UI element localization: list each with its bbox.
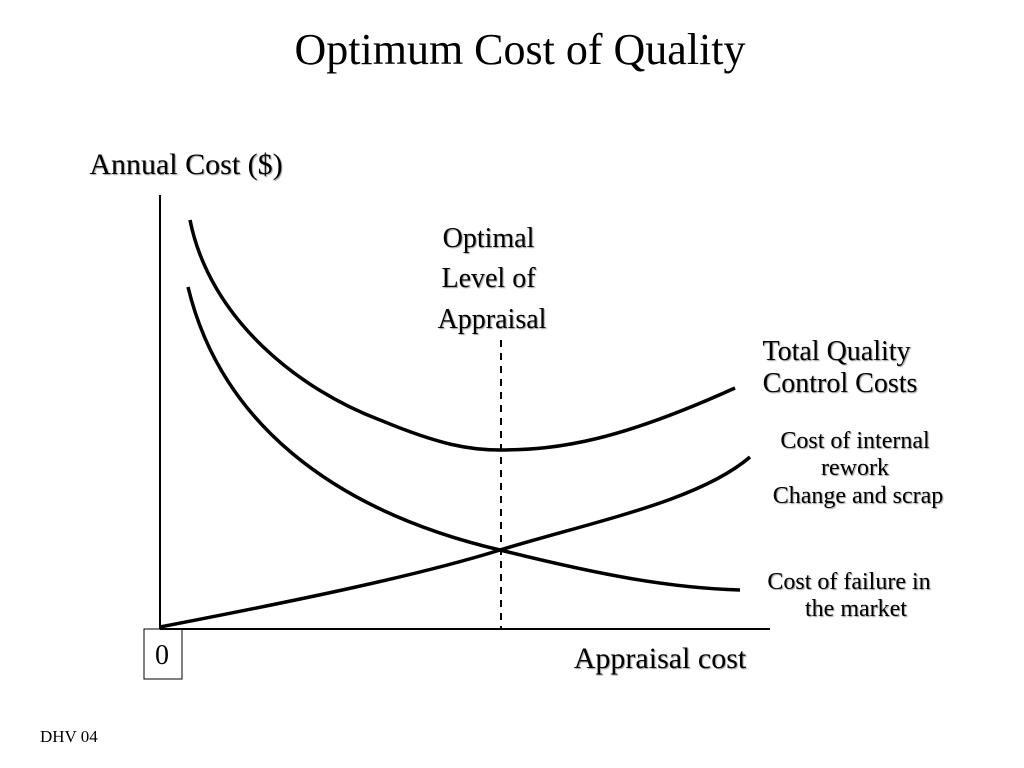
- origin-box: [143, 628, 183, 680]
- optimal-label: Optimal Level of Appraisal: [438, 223, 547, 335]
- internal-line-3: Change and scrap: [773, 483, 944, 509]
- optimal-line-2: Level of: [441, 263, 536, 294]
- internal-line-2: rework: [821, 455, 889, 481]
- optimal-line-3: Appraisal: [438, 304, 547, 335]
- footer: DHV 04: [40, 727, 98, 746]
- x-axis-label: Appraisal cost: [574, 642, 747, 675]
- failure-line-2: the market: [805, 596, 907, 622]
- total-label: Total Quality Control Costs: [762, 336, 917, 399]
- failure-line-1: Cost of failure in: [767, 569, 930, 595]
- failure-label: Cost of failure in the market: [767, 569, 936, 622]
- optimal-line-1: Optimal: [443, 223, 535, 254]
- total-cost-curve: [188, 219, 736, 452]
- slide-title: Optimum Cost of Quality: [295, 25, 746, 74]
- total-line-1: Total Quality: [762, 336, 910, 367]
- y-axis-label: Annual Cost ($): [89, 148, 282, 181]
- total-line-2: Control Costs: [763, 368, 918, 399]
- origin-label: 0: [155, 640, 169, 671]
- failure-cost-curve: [186, 286, 741, 592]
- internal-label: Cost of internal rework Change and scrap: [773, 428, 944, 509]
- internal-cost-curve: [159, 455, 752, 629]
- internal-line-1: Cost of internal: [780, 428, 930, 454]
